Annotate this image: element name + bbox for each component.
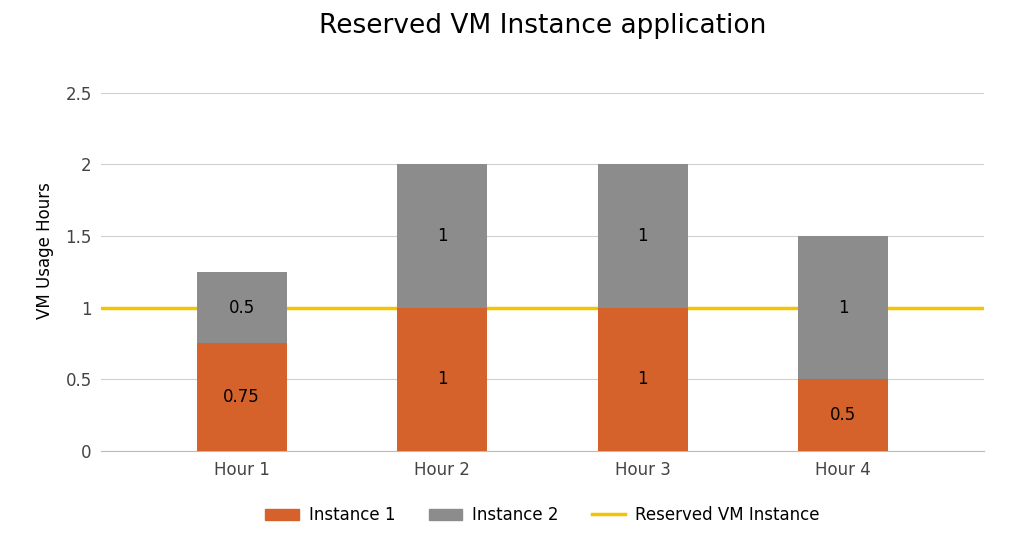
Bar <box>197 343 287 451</box>
Y-axis label: VM Usage Hours: VM Usage Hours <box>37 182 54 318</box>
Bar <box>798 379 888 451</box>
Text: 0.5: 0.5 <box>228 299 255 317</box>
Bar <box>597 307 687 451</box>
Bar <box>197 272 287 343</box>
Text: 1: 1 <box>638 227 648 245</box>
Bar <box>397 307 488 451</box>
Legend: Instance 1, Instance 2, Reserved VM Instance: Instance 1, Instance 2, Reserved VM Inst… <box>259 499 826 531</box>
Text: 0.75: 0.75 <box>223 388 261 406</box>
Bar <box>397 164 488 307</box>
Text: 1: 1 <box>638 370 648 388</box>
Text: 1: 1 <box>437 227 447 245</box>
Title: Reserved VM Instance application: Reserved VM Instance application <box>318 13 767 39</box>
Text: 1: 1 <box>437 370 447 388</box>
Text: 0.5: 0.5 <box>830 406 857 424</box>
Bar <box>597 164 687 307</box>
Bar <box>798 236 888 380</box>
Text: 1: 1 <box>838 299 849 317</box>
